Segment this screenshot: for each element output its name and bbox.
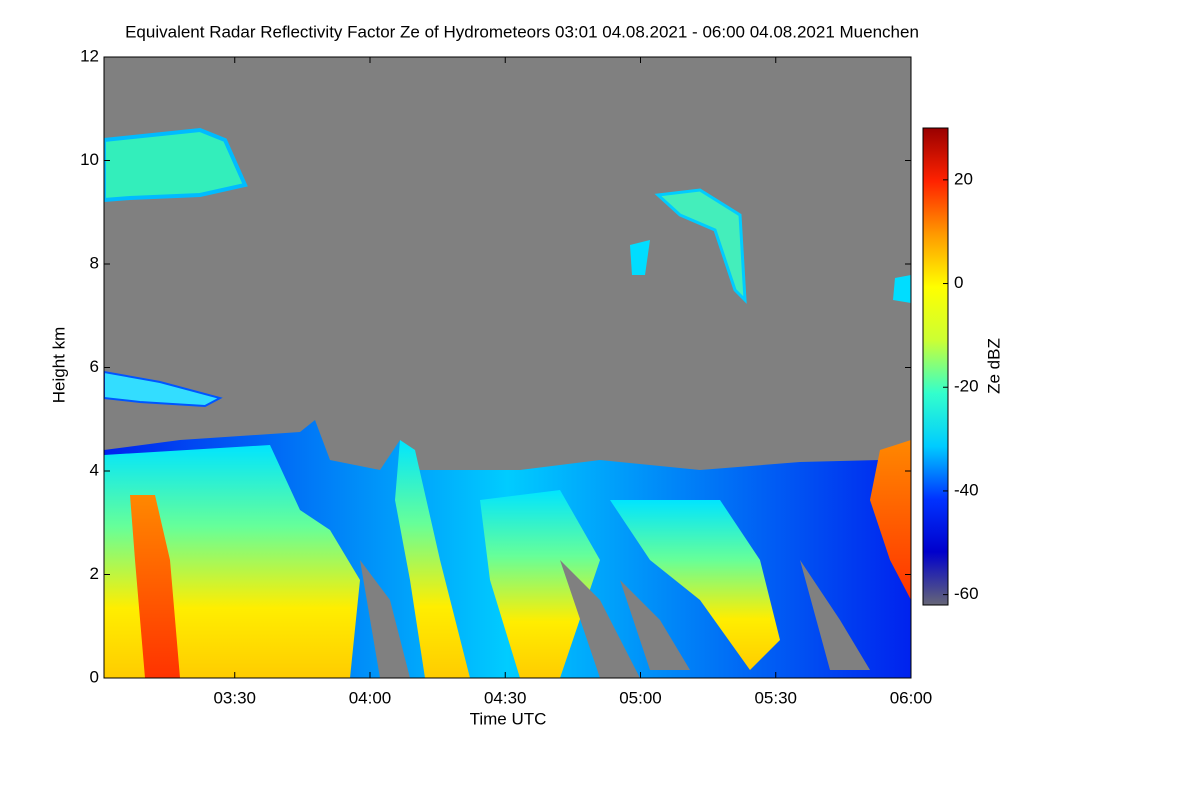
x-tick-label: 03:30 xyxy=(213,688,256,707)
echo xyxy=(480,490,600,678)
x-tick-label: 04:00 xyxy=(349,688,392,707)
echo xyxy=(654,188,747,304)
y-tick-label: 8 xyxy=(90,253,99,272)
colorbar-tick-label: -60 xyxy=(954,584,979,603)
echo xyxy=(104,127,248,203)
echo xyxy=(610,500,780,670)
x-tick-label: 04:30 xyxy=(484,688,527,707)
y-tick-label: 0 xyxy=(90,667,99,686)
echoes xyxy=(104,127,911,678)
colorbar-label: Ze dBZ xyxy=(984,338,1003,394)
colorbar-tick-label: 20 xyxy=(954,169,973,188)
echo xyxy=(395,440,470,678)
echo xyxy=(630,240,650,275)
echo xyxy=(893,275,911,303)
echo xyxy=(104,370,223,408)
y-tick-label: 12 xyxy=(80,46,99,65)
y-tick-label: 6 xyxy=(90,357,99,376)
colorbar-tick-label: 0 xyxy=(954,273,963,292)
colorbar-tick-label: -20 xyxy=(954,377,979,396)
colorbar xyxy=(922,127,949,606)
y-tick-label: 10 xyxy=(80,150,99,169)
x-tick-label: 05:30 xyxy=(754,688,797,707)
x-tick-label: 06:00 xyxy=(890,688,933,707)
x-axis-label: Time UTC xyxy=(470,709,547,728)
x-tick-label: 05:00 xyxy=(619,688,662,707)
colorbar-tick-label: -40 xyxy=(954,480,979,499)
chart-title: Equivalent Radar Reflectivity Factor Ze … xyxy=(125,22,919,41)
y-tick-label: 4 xyxy=(90,460,99,479)
echo xyxy=(870,440,911,600)
y-tick-label: 2 xyxy=(90,564,99,583)
gap xyxy=(360,560,870,678)
y-axis-label: Height km xyxy=(49,327,68,404)
echo xyxy=(130,495,180,678)
